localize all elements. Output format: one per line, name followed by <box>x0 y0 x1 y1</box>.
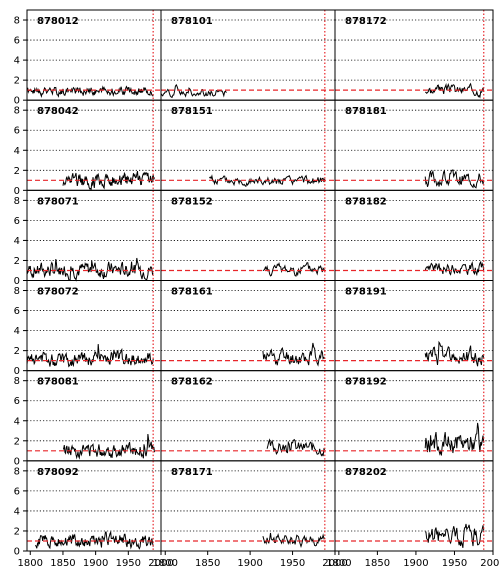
panel-label-878071: 878071 <box>37 196 79 207</box>
xtick-label-1950-col-1: 1950 <box>280 558 305 569</box>
series-line-878181 <box>424 169 485 189</box>
series-line-878101 <box>160 83 227 99</box>
series-line-878182 <box>424 260 485 277</box>
xtick-label-2000-col-2: 2000 <box>480 558 500 569</box>
xtick-label-1900-col-0: 1900 <box>83 558 108 569</box>
ytick-label-0-row-2: 0 <box>14 276 20 287</box>
ytick-label-2-row-0: 2 <box>14 76 20 87</box>
ytick-label-6-row-1: 6 <box>14 126 20 137</box>
panel-label-878101: 878101 <box>171 16 213 27</box>
xtick-label-2000-col-0: 2000 <box>148 558 173 569</box>
series-line-878152 <box>262 261 326 277</box>
ytick-label-2-row-5: 2 <box>14 526 20 537</box>
series-line-878192 <box>424 422 485 456</box>
ytick-label-8-row-0: 8 <box>14 16 20 27</box>
series-line-878072 <box>26 344 154 368</box>
panel-frame-878202 <box>334 460 494 552</box>
series-line-878161 <box>262 342 326 367</box>
ytick-label-4-row-0: 4 <box>14 56 20 67</box>
ytick-label-0-row-3: 0 <box>14 366 20 377</box>
xtick-label-1900-col-2: 1900 <box>403 558 428 569</box>
ytick-label-4-row-2: 4 <box>14 236 20 247</box>
panel-label-878012: 878012 <box>37 16 79 27</box>
ytick-label-6-row-0: 6 <box>14 36 20 47</box>
ytick-label-2-row-2: 2 <box>14 256 20 267</box>
ytick-label-6-row-2: 6 <box>14 216 20 227</box>
ytick-label-4-row-3: 4 <box>14 326 20 337</box>
xtick-label-1850-col-1: 1850 <box>195 558 220 569</box>
panel-label-878072: 878072 <box>37 287 79 298</box>
panel-label-878202: 878202 <box>345 467 387 478</box>
ytick-label-6-row-4: 6 <box>14 396 20 407</box>
series-line-878191 <box>424 340 485 367</box>
ytick-label-2-row-4: 2 <box>14 436 20 447</box>
series-line-878092 <box>35 530 154 550</box>
panel-label-878081: 878081 <box>37 377 79 388</box>
series-line-878151 <box>209 174 326 188</box>
series-line-878202 <box>425 523 485 548</box>
ytick-label-0-row-1: 0 <box>14 186 20 197</box>
xtick-label-1800-col-2: 1800 <box>326 558 351 569</box>
panel-label-878092: 878092 <box>37 467 79 478</box>
series-line-878071 <box>26 257 154 282</box>
panel-label-878191: 878191 <box>345 287 387 298</box>
ytick-label-4-row-1: 4 <box>14 146 20 157</box>
ytick-label-2-row-3: 2 <box>14 346 20 357</box>
panel-label-878192: 878192 <box>345 377 387 388</box>
ytick-label-0-row-4: 0 <box>14 456 20 467</box>
xtick-label-1850-col-0: 1850 <box>50 558 75 569</box>
ytick-label-4-row-5: 4 <box>14 506 20 517</box>
ytick-label-8-row-1: 8 <box>14 106 20 117</box>
xtick-label-1950-col-0: 1950 <box>116 558 141 569</box>
panel-label-878152: 878152 <box>171 196 213 207</box>
series-line-878012 <box>26 85 154 98</box>
panel-label-878161: 878161 <box>171 287 213 298</box>
panel-label-878181: 878181 <box>345 106 387 117</box>
xtick-label-1800-col-1: 1800 <box>153 558 178 569</box>
series-line-878162 <box>266 438 326 457</box>
panel-label-878162: 878162 <box>171 377 213 388</box>
panel-label-878151: 878151 <box>171 106 213 117</box>
panel-label-878171: 878171 <box>171 467 213 478</box>
ytick-label-8-row-2: 8 <box>14 196 20 207</box>
ytick-label-6-row-3: 6 <box>14 306 20 317</box>
ytick-label-6-row-5: 6 <box>14 486 20 497</box>
ytick-label-0-row-0: 0 <box>14 96 20 107</box>
xtick-label-1950-col-2: 1950 <box>442 558 467 569</box>
ytick-label-2-row-1: 2 <box>14 166 20 177</box>
xtick-label-1850-col-2: 1850 <box>365 558 390 569</box>
ytick-label-8-row-4: 8 <box>14 376 20 387</box>
xtick-label-1900-col-1: 1900 <box>237 558 262 569</box>
panel-label-878042: 878042 <box>37 106 79 117</box>
xtick-label-2000-col-1: 2000 <box>322 558 347 569</box>
ytick-label-8-row-3: 8 <box>14 286 20 297</box>
panel-label-878182: 878182 <box>345 196 387 207</box>
xtick-label-1800-col-0: 1800 <box>18 558 43 569</box>
series-line-878081 <box>63 433 155 460</box>
ytick-label-4-row-4: 4 <box>14 416 20 427</box>
panel-label-878172: 878172 <box>345 16 387 27</box>
ytick-label-8-row-5: 8 <box>14 466 20 477</box>
ytick-label-0-row-5: 0 <box>14 547 20 558</box>
series-line-878171 <box>262 532 326 549</box>
